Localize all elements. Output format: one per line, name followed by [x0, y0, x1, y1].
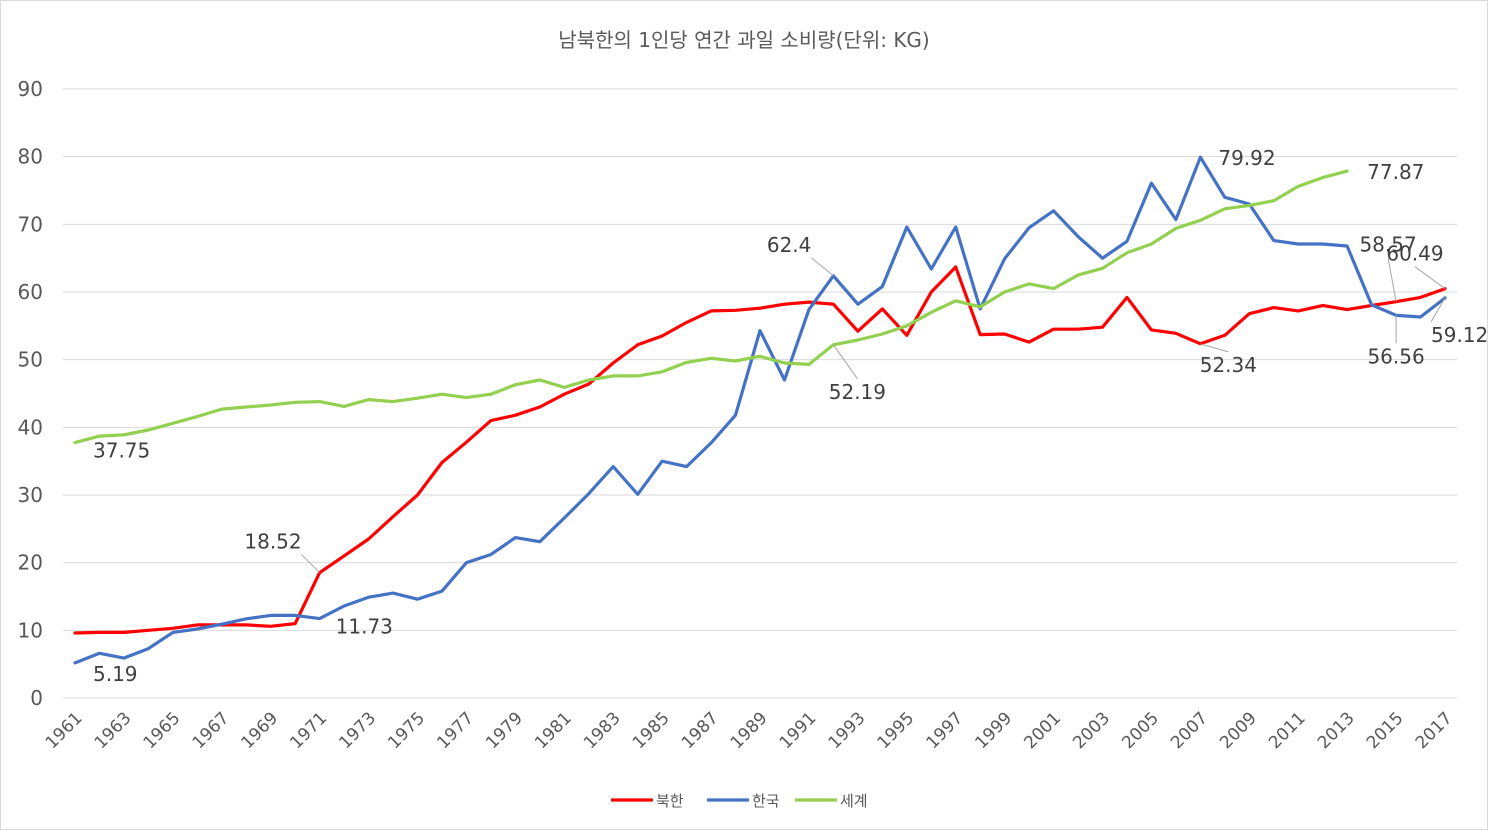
legend-item-0: 북한 [611, 792, 684, 810]
data-label: 52.19 [829, 380, 886, 404]
y-tick-label: 40 [18, 415, 43, 439]
x-tick-label: 1963 [91, 708, 136, 753]
x-tick-label: 2007 [1167, 708, 1212, 753]
x-tick-label: 1989 [727, 708, 772, 753]
series-line-0 [73, 265, 1447, 635]
y-tick-label: 80 [18, 145, 43, 169]
data-label: 59.12 [1431, 323, 1487, 347]
x-tick-label: 1967 [189, 708, 234, 753]
series-lines [73, 155, 1447, 665]
x-tick-label: 1995 [874, 708, 919, 753]
data-label: 60.49 [1386, 242, 1443, 266]
gridlines [63, 88, 1457, 699]
series-line-1 [73, 155, 1447, 665]
x-tick-label: 1975 [384, 708, 429, 753]
x-tick-label: 1997 [923, 708, 968, 753]
y-axis-ticks: 0 10 20 30 40 50 60 70 80 90 [18, 77, 43, 710]
data-label-leader [811, 257, 834, 277]
x-tick-label: 1961 [42, 708, 87, 753]
data-label-leader [832, 344, 858, 380]
data-label: 5.19 [93, 662, 138, 686]
data-label: 18.52 [244, 530, 301, 554]
x-tick-label: 1977 [433, 708, 478, 753]
chart-title: 남북한의 1인당 연간 과일 소비량(단위: KG) [558, 28, 929, 52]
x-tick-label: 1985 [629, 708, 674, 753]
y-tick-label: 30 [18, 483, 43, 507]
data-label: 37.75 [93, 439, 150, 463]
data-label: 11.73 [336, 615, 393, 639]
series-line-2 [73, 169, 1349, 445]
x-tick-label: 2015 [1363, 708, 1408, 753]
y-tick-label: 60 [18, 280, 43, 304]
x-tick-label: 1999 [971, 708, 1016, 753]
x-tick-label: 2005 [1118, 708, 1163, 753]
data-label-leader [1430, 297, 1446, 323]
x-tick-label: 1971 [286, 708, 331, 753]
x-tick-label: 1979 [482, 708, 527, 753]
x-tick-label: 1981 [531, 708, 576, 753]
y-tick-label: 50 [18, 348, 43, 372]
x-tick-label: 2009 [1216, 708, 1261, 753]
legend-label: 세계 [840, 792, 868, 810]
x-axis-ticks: 1961 1963 1965 1967 1969 1971 1973 1975 1977 1979… [42, 708, 1457, 753]
x-tick-label: 1969 [238, 708, 283, 753]
x-tick-label: 1991 [776, 708, 821, 753]
data-label: 62.4 [767, 233, 812, 257]
data-label: 52.34 [1200, 353, 1257, 377]
data-label: 79.92 [1218, 146, 1275, 170]
x-tick-label: 1993 [825, 708, 870, 753]
x-tick-label: 2017 [1412, 708, 1457, 753]
data-label: 58.57 [1359, 233, 1416, 257]
y-tick-label: 10 [18, 618, 43, 642]
y-tick-label: 20 [18, 551, 43, 575]
legend-label: 한국 [752, 792, 780, 810]
data-label-leader [1200, 343, 1229, 353]
data-label-leader [301, 554, 320, 574]
x-tick-label: 1987 [678, 708, 723, 753]
data-label: 56.56 [1367, 344, 1424, 368]
x-tick-label: 2013 [1314, 708, 1359, 753]
legend-label: 북한 [656, 792, 684, 810]
x-tick-label: 1983 [580, 708, 625, 753]
y-tick-label: 0 [30, 686, 43, 710]
y-tick-label: 70 [18, 212, 43, 236]
x-tick-label: 1973 [335, 708, 380, 753]
y-tick-label: 90 [18, 77, 43, 101]
data-label: 77.87 [1367, 160, 1424, 184]
legend-item-2: 세계 [795, 792, 868, 810]
data-label-leader [1387, 257, 1397, 302]
legend-item-1: 한국 [707, 792, 780, 810]
x-tick-label: 2011 [1265, 708, 1310, 753]
x-tick-label: 2001 [1020, 708, 1065, 753]
x-tick-label: 1965 [140, 708, 185, 753]
legend: 북한 한국 세계 [611, 792, 868, 810]
data-label-leader [1414, 266, 1446, 290]
x-tick-label: 2003 [1069, 708, 1114, 753]
